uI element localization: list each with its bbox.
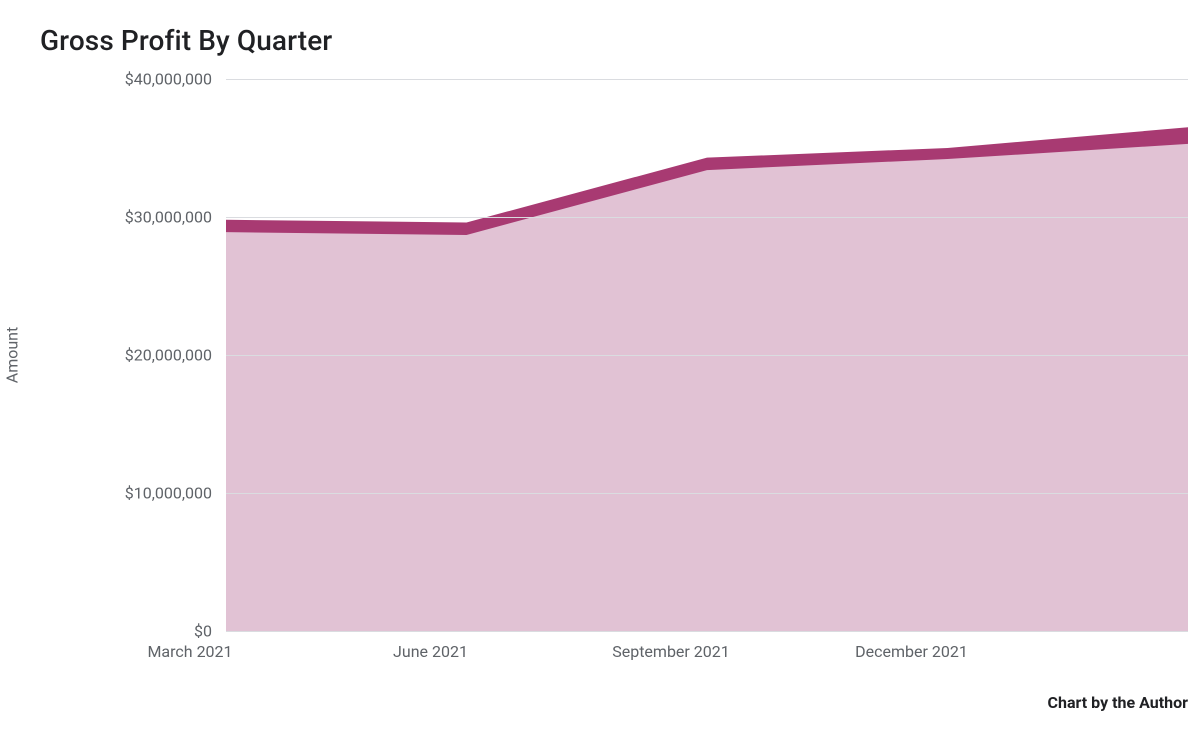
plot-wrapper: Amount $0$10,000,000$20,000,000$30,000,0…: [40, 79, 1192, 631]
x-tick-label: September 2021: [612, 642, 730, 661]
y-tick-label: $40,000,000: [125, 70, 212, 89]
plot-area: [226, 79, 1188, 631]
y-tick-label: $20,000,000: [125, 346, 212, 365]
y-axis-label: Amount: [3, 327, 22, 383]
chart-container: Gross Profit By Quarter Amount $0$10,000…: [0, 0, 1200, 742]
x-tick-label: March 2021: [147, 642, 232, 661]
y-axis: $0$10,000,000$20,000,000$30,000,000$40,0…: [40, 79, 226, 631]
grid-line: [226, 79, 1188, 80]
x-tick-label: December 2021: [855, 642, 968, 661]
grid-line: [226, 493, 1188, 494]
x-axis: March 2021June 2021September 2021Decembe…: [190, 630, 1152, 654]
grid-line: [226, 355, 1188, 356]
x-tick-label: June 2021: [393, 642, 468, 661]
grid-line: [226, 217, 1188, 218]
y-tick-label: $10,000,000: [125, 484, 212, 503]
attribution-label: Chart by the Author: [1048, 693, 1188, 712]
y-tick-label: $30,000,000: [125, 208, 212, 227]
chart-title: Gross Profit By Quarter: [40, 24, 1192, 57]
